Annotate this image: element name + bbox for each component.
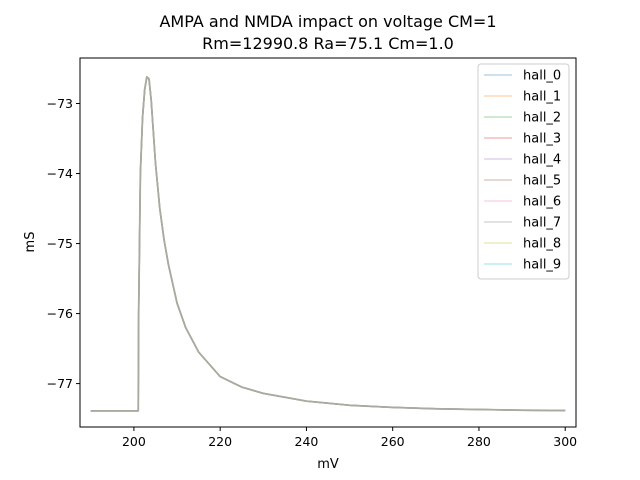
- y-tick-label: −76: [47, 306, 73, 321]
- y-axis-label: mS: [23, 232, 38, 253]
- legend-label-hall_4: hall_4: [523, 153, 561, 168]
- legend-label-hall_1: hall_1: [523, 90, 561, 105]
- x-tick-label: 280: [467, 434, 491, 449]
- legend-label-hall_5: hall_5: [523, 174, 561, 189]
- plot-frame: [79, 57, 577, 428]
- legend-label-hall_3: hall_3: [523, 132, 561, 147]
- y-tick-label: −74: [47, 166, 73, 181]
- legend-label-hall_2: hall_2: [523, 111, 561, 126]
- plot-area: [79, 57, 577, 428]
- legend-label-hall_7: hall_7: [523, 216, 561, 231]
- legend-label-hall_8: hall_8: [523, 237, 561, 252]
- y-axis: −73 −74 −75 −76 −77: [47, 96, 80, 391]
- x-tick-label: 300: [553, 434, 577, 449]
- legend-label-hall_6: hall_6: [523, 195, 561, 210]
- legend-label-hall_9: hall_9: [523, 258, 561, 273]
- x-tick-label: 240: [295, 434, 319, 449]
- y-tick-label: −75: [47, 236, 73, 251]
- legend-box: [477, 63, 570, 280]
- x-axis-label: mV: [317, 457, 339, 472]
- legend: hall_0 hall_1 hall_2 hall_3 hall_4 hall_5hall…: [477, 63, 570, 280]
- y-tick-label: −77: [47, 376, 73, 391]
- chart-subtitle: Rm=12990.8 Ra=75.1 Cm=1.0: [202, 34, 454, 53]
- x-axis: 200 220 240 260 280 300: [122, 427, 577, 449]
- x-tick-label: 260: [381, 434, 405, 449]
- legend-label-hall_0: hall_0: [523, 69, 561, 84]
- x-tick-label: 200: [122, 434, 146, 449]
- chart-title: AMPA and NMDA impact on voltage CM=1: [159, 12, 496, 31]
- series-line-overlap: [90, 76, 566, 412]
- x-tick-label: 220: [208, 434, 232, 449]
- y-tick-label: −73: [47, 96, 73, 111]
